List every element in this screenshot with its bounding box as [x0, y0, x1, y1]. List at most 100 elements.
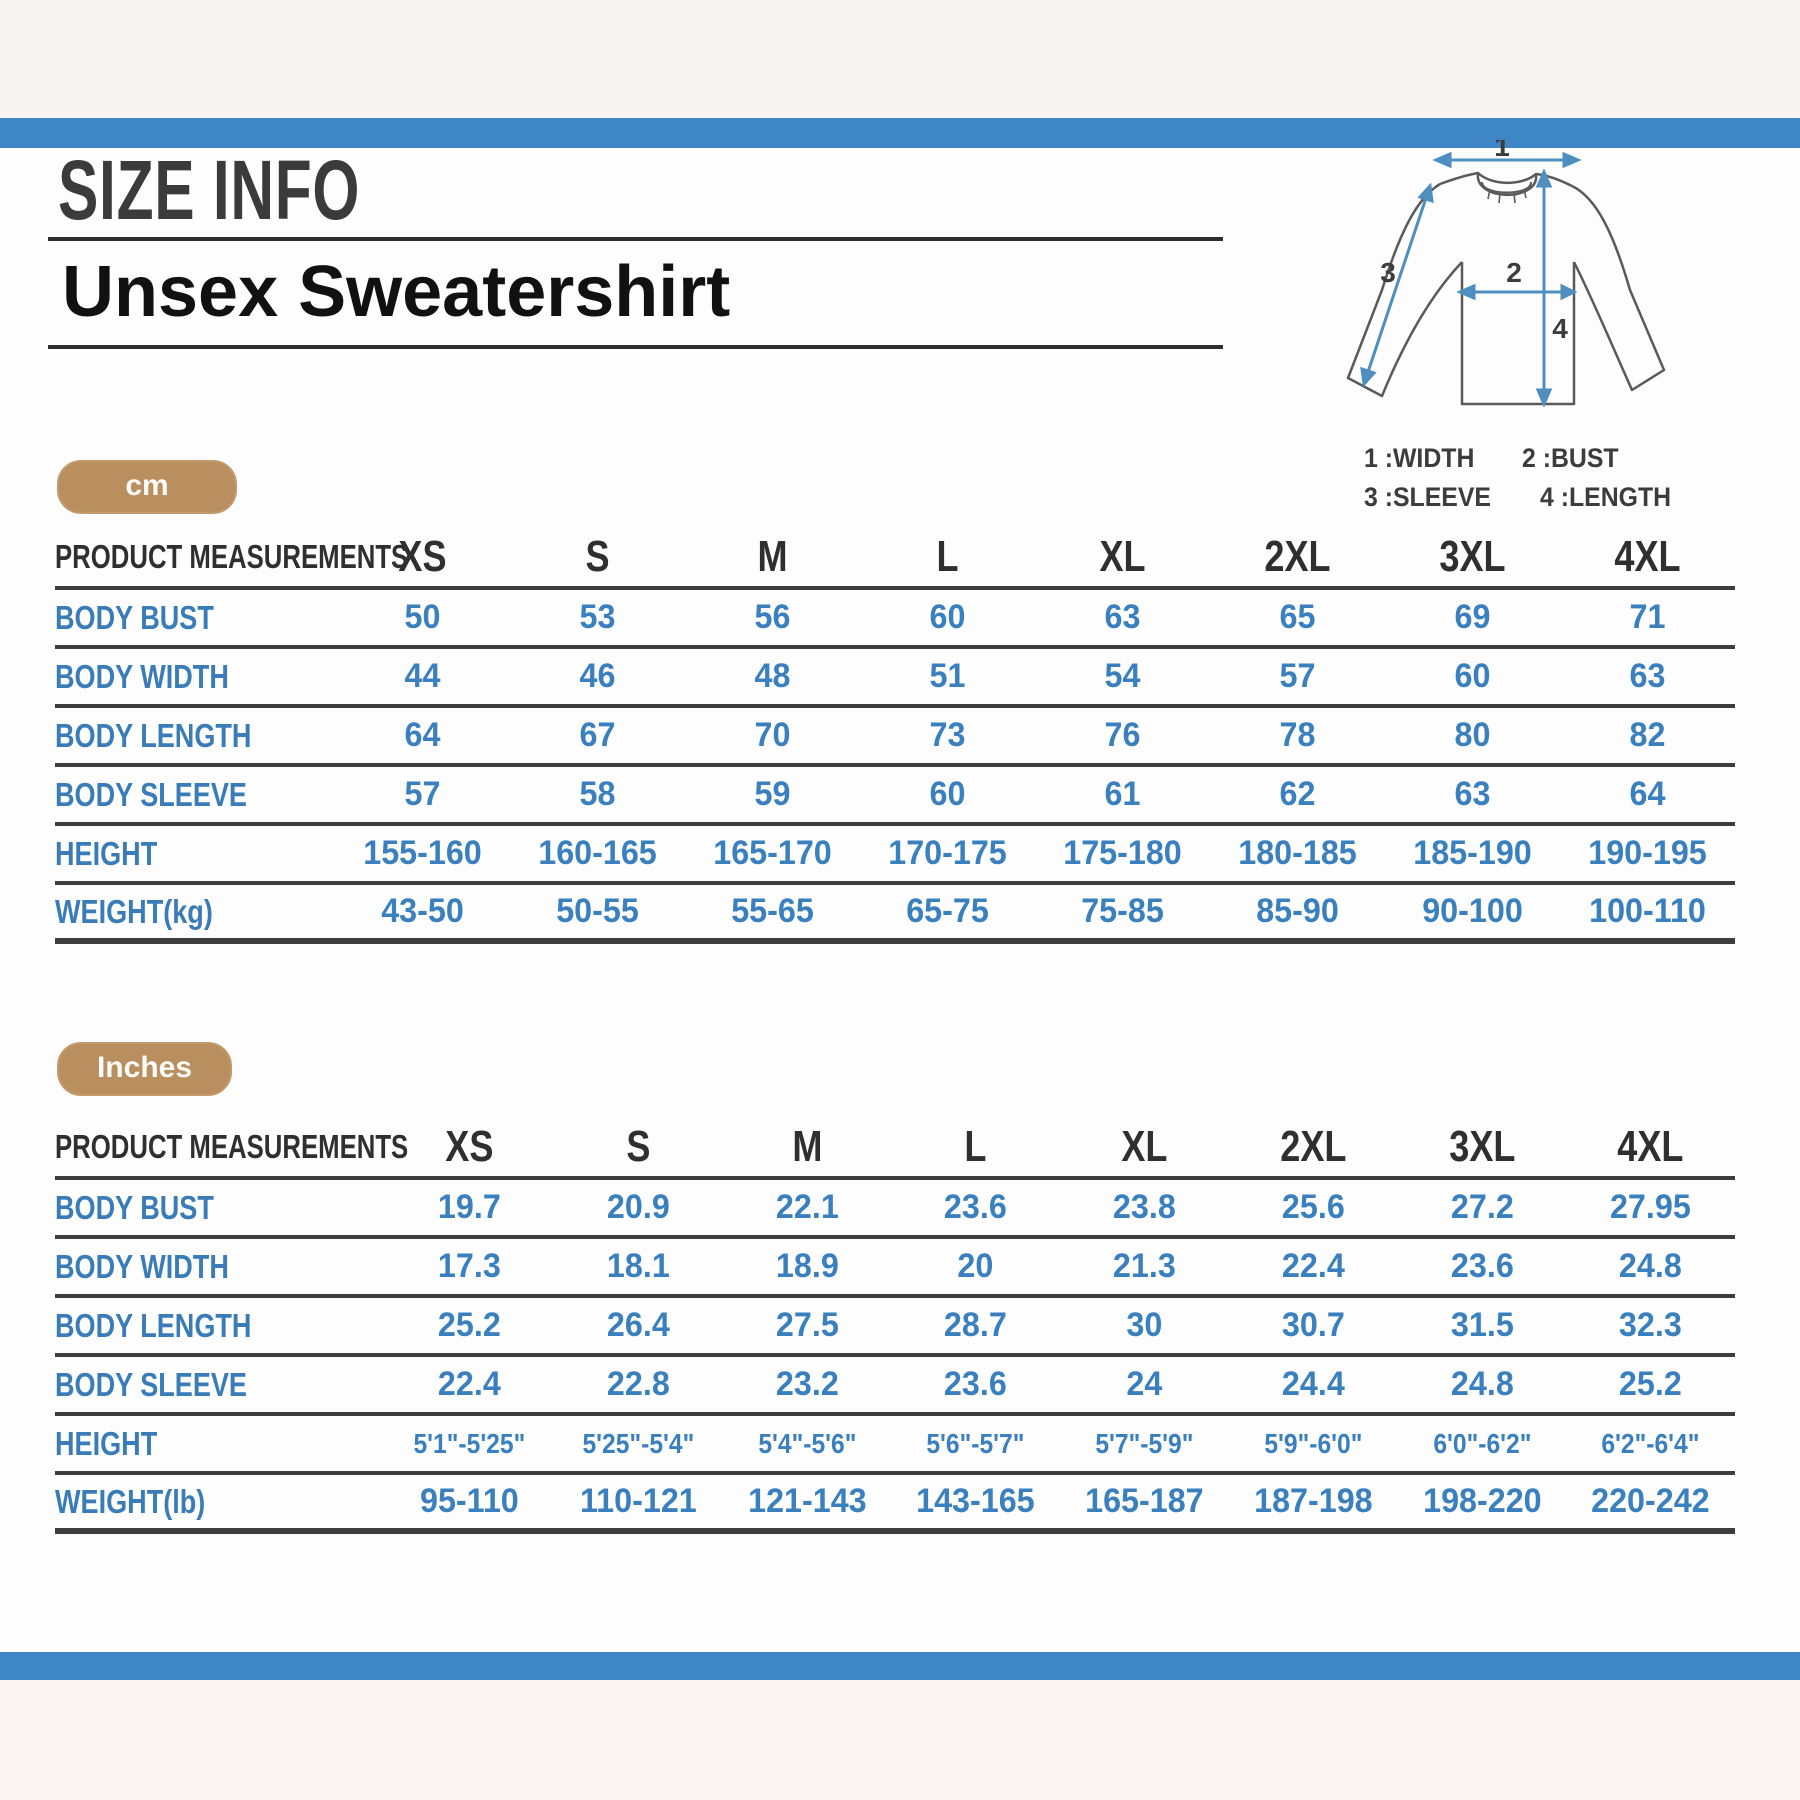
cell-value: 75-85 [1081, 892, 1164, 930]
table-row: HEIGHT 155-160 160-165 165-170 170-175 175-18… [55, 826, 1735, 885]
cell-value: 80 [1454, 716, 1491, 754]
row-label: BODY BUST [55, 1188, 214, 1226]
cell-value: 121-143 [747, 1482, 867, 1520]
cell-value: 82 [1629, 716, 1666, 754]
product-name: Unsex Sweatershirt [62, 252, 731, 332]
cell-value: 55-65 [731, 892, 814, 930]
cell-value: 5'1"-5'25" [413, 1427, 526, 1459]
cell-value: 5'9"-6'0" [1264, 1427, 1363, 1459]
table-row: BODY LENGTH 64 67 70 73 76 78 80 82 [55, 708, 1735, 767]
cell-value: 76 [1104, 716, 1141, 754]
column-header-size: XS [398, 532, 447, 581]
cell-value: 59 [754, 775, 791, 813]
cell-value: 46 [579, 657, 616, 695]
cell-value: 25.6 [1281, 1188, 1345, 1226]
cell-value: 58 [579, 775, 616, 813]
cell-value: 6'0"-6'2" [1432, 1427, 1531, 1459]
column-header-measurements: PRODUCT MEASUREMENTS [55, 1128, 409, 1165]
table-row: HEIGHT 5'1"-5'25" 5'25"-5'4" 5'4"-5'6" 5'6"-… [55, 1416, 1735, 1475]
column-header-size: 3XL [1439, 532, 1506, 581]
cell-value: 24.8 [1619, 1247, 1683, 1285]
cell-value: 85-90 [1256, 892, 1339, 930]
diagram-label-bust: 2 [1506, 257, 1522, 288]
cell-value: 60 [929, 775, 966, 813]
column-header-size: 2XL [1280, 1122, 1347, 1171]
cell-value: 143-165 [916, 1482, 1035, 1520]
table-row: WEIGHT(kg) 43-50 50-55 55-65 65-75 75-85 85-90… [55, 885, 1735, 944]
cell-value: 65 [1279, 598, 1316, 636]
cell-value: 100-110 [1589, 892, 1706, 930]
cell-value: 70 [754, 716, 791, 754]
cell-value: 155-160 [363, 834, 482, 872]
cell-value: 24 [1126, 1365, 1163, 1403]
size-table-cm: PRODUCT MEASUREMENTS XS S M L XL 2XL 3XL 4XL BODY… [55, 528, 1735, 944]
cell-value: 64 [1629, 775, 1666, 813]
column-header-size: XL [1099, 532, 1146, 581]
cell-value: 187-198 [1253, 1482, 1373, 1520]
row-label: BODY LENGTH [55, 716, 252, 754]
diagram-label-width: 1 [1494, 140, 1510, 162]
cell-value: 60 [929, 598, 966, 636]
row-label: HEIGHT [55, 1424, 158, 1462]
cell-value: 48 [754, 657, 791, 695]
cell-value: 61 [1104, 775, 1141, 813]
cell-value: 53 [579, 598, 616, 636]
table-row: BODY WIDTH 17.3 18.1 18.9 20 21.3 22.4 23.6 24.8 [55, 1239, 1735, 1298]
cell-value: 28.7 [944, 1306, 1008, 1344]
bottom-accent-bar [0, 1652, 1800, 1680]
column-header-size: XS [445, 1122, 494, 1171]
cell-value: 198-220 [1422, 1482, 1542, 1520]
table-row: BODY SLEEVE 57 58 59 60 61 62 63 64 [55, 767, 1735, 826]
column-header-size: XL [1121, 1122, 1168, 1171]
column-header-size: 4XL [1614, 532, 1681, 581]
cell-value: 23.8 [1112, 1188, 1176, 1226]
cell-value: 6'2"-6'4" [1601, 1427, 1700, 1459]
cell-value: 180-185 [1238, 834, 1357, 872]
cell-value: 63 [1454, 775, 1491, 813]
cell-value: 73 [929, 716, 966, 754]
cell-value: 57 [404, 775, 441, 813]
column-header-size: L [964, 1122, 987, 1171]
cell-value: 23.6 [944, 1188, 1008, 1226]
cell-value: 90-100 [1422, 892, 1523, 930]
cell-value: 20 [957, 1247, 994, 1285]
sweatshirt-outline-icon: 1 2 3 4 [1346, 140, 1666, 408]
cell-value: 170-175 [888, 834, 1007, 872]
cell-value: 43-50 [381, 892, 464, 930]
column-header-size: M [757, 532, 788, 581]
product-name-banner: Unsex Sweatershirt [48, 237, 1223, 349]
row-label: BODY LENGTH [55, 1306, 252, 1344]
cell-value: 56 [754, 598, 791, 636]
cell-value: 5'4"-5'6" [757, 1427, 856, 1459]
column-header-size: S [626, 1122, 651, 1171]
unit-badge-cm: cm [57, 460, 237, 514]
cell-value: 27.2 [1450, 1188, 1514, 1226]
cell-value: 165-187 [1085, 1482, 1204, 1520]
row-label: BODY WIDTH [55, 1247, 229, 1285]
row-label: HEIGHT [55, 834, 158, 872]
cell-value: 51 [929, 657, 966, 695]
cell-value: 95-110 [419, 1482, 519, 1520]
table-row: BODY SLEEVE 22.4 22.8 23.2 23.6 24 24.4 24.8 25.… [55, 1357, 1735, 1416]
legend-item-length: 4 :LENGTH [1540, 482, 1672, 512]
cell-value: 220-242 [1591, 1482, 1710, 1520]
cell-value: 17.3 [437, 1247, 501, 1285]
cell-value: 64 [404, 716, 441, 754]
row-label: WEIGHT(kg) [55, 892, 213, 930]
cell-value: 54 [1104, 657, 1141, 695]
table-header-row: PRODUCT MEASUREMENTS XS S M L XL 2XL 3XL 4XL [55, 528, 1735, 590]
cell-value: 22.8 [606, 1365, 670, 1403]
cell-value: 32.3 [1619, 1306, 1683, 1344]
row-label: BODY SLEEVE [55, 1365, 247, 1403]
unit-badge-inches: Inches [57, 1042, 232, 1096]
top-accent-bar [0, 118, 1800, 148]
cell-value: 165-170 [713, 834, 832, 872]
row-label: BODY SLEEVE [55, 775, 247, 813]
legend-item-sleeve: 3 :SLEEVE [1364, 482, 1492, 512]
cell-value: 50 [404, 598, 441, 636]
row-label: WEIGHT(lb) [55, 1482, 206, 1520]
row-label: BODY BUST [55, 598, 214, 636]
cell-value: 23.6 [944, 1365, 1008, 1403]
size-table-inches: PRODUCT MEASUREMENTS XS S M L XL 2XL 3XL 4XL BODY… [55, 1118, 1735, 1534]
cell-value: 27.5 [775, 1306, 839, 1344]
